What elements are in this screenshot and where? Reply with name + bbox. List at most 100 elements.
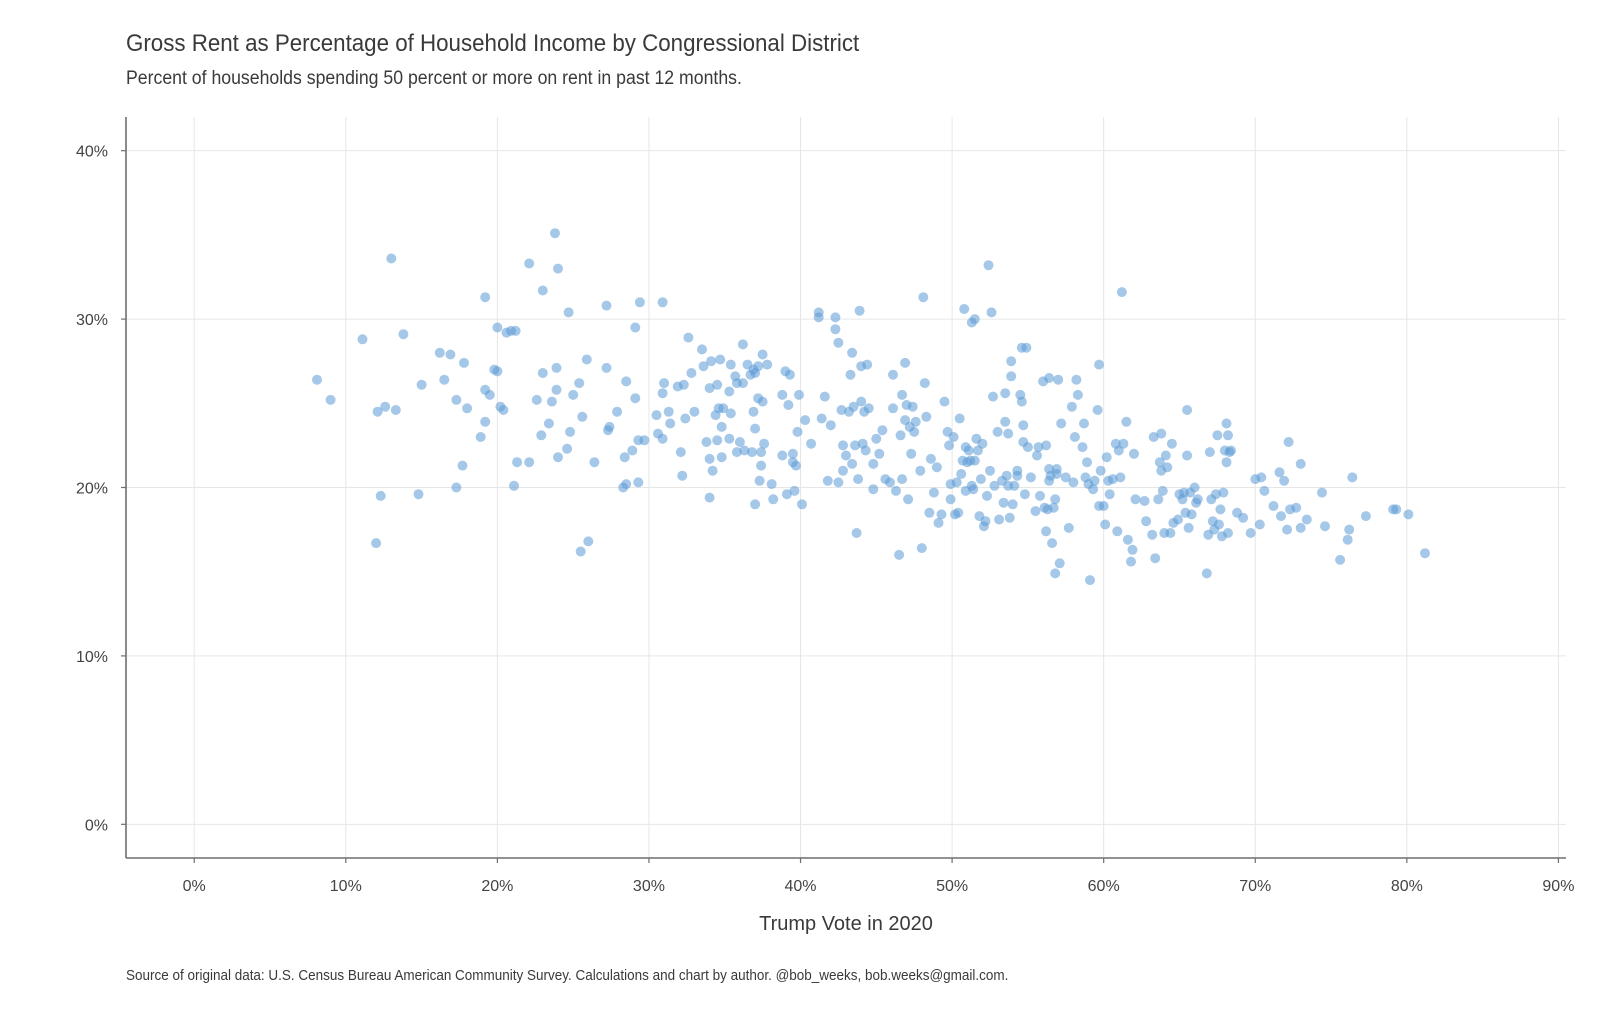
data-point <box>698 361 709 372</box>
data-point <box>565 426 576 437</box>
data-point <box>1274 467 1285 478</box>
data-point <box>372 406 383 417</box>
data-point <box>850 440 861 451</box>
data-point <box>612 406 623 417</box>
data-point <box>1192 494 1203 505</box>
data-point <box>791 460 801 471</box>
x-axis-title: Trump Vote in 2020 <box>759 913 933 935</box>
data-point <box>531 394 542 405</box>
data-point <box>888 403 898 414</box>
data-point <box>838 465 848 476</box>
data-point <box>1044 373 1055 383</box>
data-point <box>953 507 964 518</box>
data-point <box>838 440 848 451</box>
data-point <box>1047 538 1058 549</box>
data-point <box>792 426 803 437</box>
data-point <box>1154 457 1165 468</box>
data-point <box>1157 485 1168 496</box>
data-point <box>1186 509 1197 520</box>
data-point <box>1098 501 1109 511</box>
data-point <box>877 425 888 436</box>
data-point <box>1130 494 1141 505</box>
data-point <box>956 469 967 479</box>
data-point <box>1162 462 1173 473</box>
data-point <box>1053 374 1064 385</box>
data-point <box>739 445 750 456</box>
data-point <box>1032 450 1042 461</box>
data-point <box>543 418 554 429</box>
x-tick-label: 20% <box>481 878 513 895</box>
data-point <box>1182 450 1193 461</box>
data-point <box>1238 512 1249 523</box>
data-point <box>874 448 885 459</box>
data-point <box>1095 465 1106 476</box>
data-point <box>985 465 995 476</box>
data-point <box>734 437 745 447</box>
data-point <box>1069 432 1080 442</box>
data-point <box>630 393 641 404</box>
x-tick-label: 90% <box>1542 878 1574 895</box>
data-point <box>716 421 727 432</box>
data-point <box>862 359 873 370</box>
data-point <box>1268 501 1279 511</box>
data-point <box>988 391 998 402</box>
data-point <box>1245 528 1256 538</box>
data-point <box>1282 524 1293 535</box>
data-point <box>998 497 1009 508</box>
data-point <box>1088 484 1099 495</box>
data-point <box>657 297 668 308</box>
data-point <box>910 416 921 427</box>
data-point <box>1006 356 1017 367</box>
data-point <box>1403 509 1414 520</box>
data-point <box>413 489 424 500</box>
data-point <box>1041 526 1052 537</box>
data-point <box>1004 512 1015 523</box>
data-point <box>498 405 509 415</box>
data-point <box>894 549 905 560</box>
data-point <box>704 383 715 394</box>
data-point <box>813 312 824 323</box>
data-point <box>980 516 991 527</box>
data-point <box>888 369 898 380</box>
data-point <box>1139 496 1150 506</box>
data-point <box>1116 287 1127 298</box>
data-point <box>1212 430 1223 441</box>
data-point <box>1183 522 1194 533</box>
data-point <box>847 347 858 358</box>
data-point <box>1050 568 1061 579</box>
data-point <box>1126 556 1136 567</box>
data-point <box>357 334 368 345</box>
data-point <box>885 477 895 488</box>
data-point <box>627 445 638 456</box>
tick-labels: 0% 10% 20% 30% 40% 50% 60% 70% 80% 90% 0% 10% 20% 30%… <box>76 144 1574 895</box>
data-point <box>1221 418 1232 429</box>
data-point <box>806 438 817 449</box>
y-tick-label: 0% <box>85 817 108 834</box>
data-point <box>434 347 445 358</box>
data-point <box>845 369 856 380</box>
data-point <box>459 357 469 368</box>
data-point <box>563 307 574 318</box>
data-point <box>657 388 668 399</box>
data-point <box>1035 490 1045 501</box>
data-point <box>659 378 670 389</box>
data-point <box>1056 418 1067 429</box>
data-point <box>977 438 988 449</box>
data-point <box>1016 396 1027 407</box>
data-point <box>1223 430 1233 441</box>
data-points <box>312 228 1430 586</box>
chart-title: Gross Rent as Percentage of Household In… <box>126 30 860 57</box>
x-tick-label: 60% <box>1088 878 1120 895</box>
data-point <box>724 433 735 444</box>
data-point <box>1160 450 1171 461</box>
data-point <box>451 394 462 405</box>
data-point <box>1112 526 1123 537</box>
data-point <box>524 258 535 269</box>
data-point <box>951 477 962 488</box>
data-point <box>551 384 562 395</box>
data-point <box>1000 416 1011 427</box>
y-tick-label: 40% <box>76 144 108 161</box>
x-tick-label: 30% <box>633 878 665 895</box>
data-point <box>633 477 644 488</box>
